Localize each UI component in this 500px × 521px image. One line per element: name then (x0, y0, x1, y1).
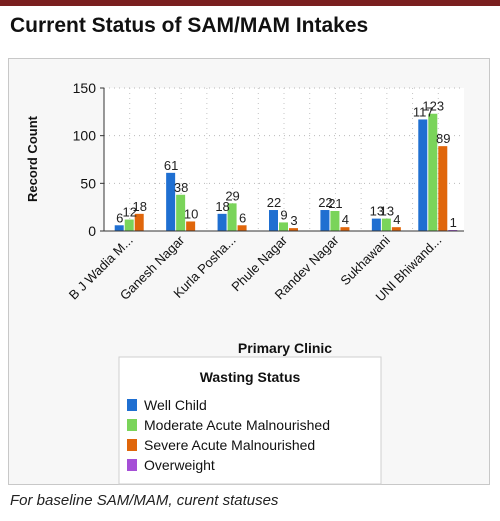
bar (176, 194, 186, 231)
data-label: 123 (422, 99, 444, 114)
bar (134, 213, 144, 231)
legend: Wasting Status Well Child Moderate Acute … (118, 356, 382, 485)
bar (391, 227, 401, 231)
bar (381, 218, 391, 231)
data-label: 38 (174, 180, 188, 195)
legend-swatch (127, 439, 137, 451)
y-tick-label: 150 (73, 80, 97, 96)
data-label: 22 (267, 195, 281, 210)
bar (166, 172, 176, 231)
bar (217, 213, 227, 231)
bar (124, 219, 134, 231)
legend-swatch (127, 459, 137, 471)
bar (438, 146, 448, 231)
bar (371, 218, 381, 231)
y-tick-label: 0 (88, 223, 96, 239)
bar (186, 221, 196, 231)
grid-lines (104, 87, 464, 231)
bar (269, 210, 278, 231)
data-label: 22 (318, 195, 332, 210)
bar (330, 210, 340, 231)
header-bar (0, 0, 500, 6)
data-label: 6 (116, 210, 123, 225)
data-label: 13 (380, 204, 394, 219)
y-axis-label: Record Count (25, 115, 40, 202)
page-title: Current Status of SAM/MAM Intakes (10, 14, 369, 37)
data-label: 10 (184, 206, 198, 221)
data-label: 3 (290, 213, 297, 228)
legend-items: Well Child Moderate Acute Malnourished Sev… (127, 397, 330, 473)
legend-title: Wasting Status (200, 369, 301, 385)
legend-label: Overweight (144, 457, 215, 473)
data-label: 21 (328, 196, 342, 211)
legend-swatch (127, 399, 137, 411)
legend-label: Severe Acute Malnourished (144, 437, 315, 453)
bar (340, 227, 350, 231)
data-label: 6 (239, 210, 246, 225)
legend-label: Well Child (144, 397, 207, 413)
bar (227, 203, 237, 231)
data-label: 1 (450, 215, 457, 230)
data-label: 9 (280, 207, 287, 222)
legend-swatch (127, 419, 137, 431)
bar (289, 228, 298, 231)
data-label: 4 (342, 212, 349, 227)
data-label: 13 (370, 204, 384, 219)
bar (320, 210, 330, 231)
bar (428, 113, 438, 231)
data-label: 4 (393, 212, 400, 227)
x-tick-label: Sukhawani (337, 232, 393, 288)
legend-label: Moderate Acute Malnourished (144, 417, 330, 433)
bars (114, 113, 458, 231)
data-label: 18 (132, 199, 146, 214)
data-label: 12 (122, 205, 136, 220)
chart-caption: For baseline SAM/MAM, curent statuses (10, 492, 279, 509)
data-label: 89 (436, 131, 450, 146)
bar (114, 225, 124, 231)
x-axis-label: Primary Clinic (238, 340, 332, 356)
bar (279, 222, 288, 231)
bar (418, 119, 428, 231)
data-label: 29 (225, 188, 239, 203)
y-tick-label: 50 (80, 175, 96, 191)
plot-area (104, 88, 464, 231)
data-label: 18 (215, 199, 229, 214)
legend-box (118, 356, 382, 485)
data-label: 117 (413, 104, 434, 119)
bar (237, 225, 247, 231)
y-tick-label: 100 (73, 128, 97, 144)
data-label: 61 (164, 158, 178, 173)
